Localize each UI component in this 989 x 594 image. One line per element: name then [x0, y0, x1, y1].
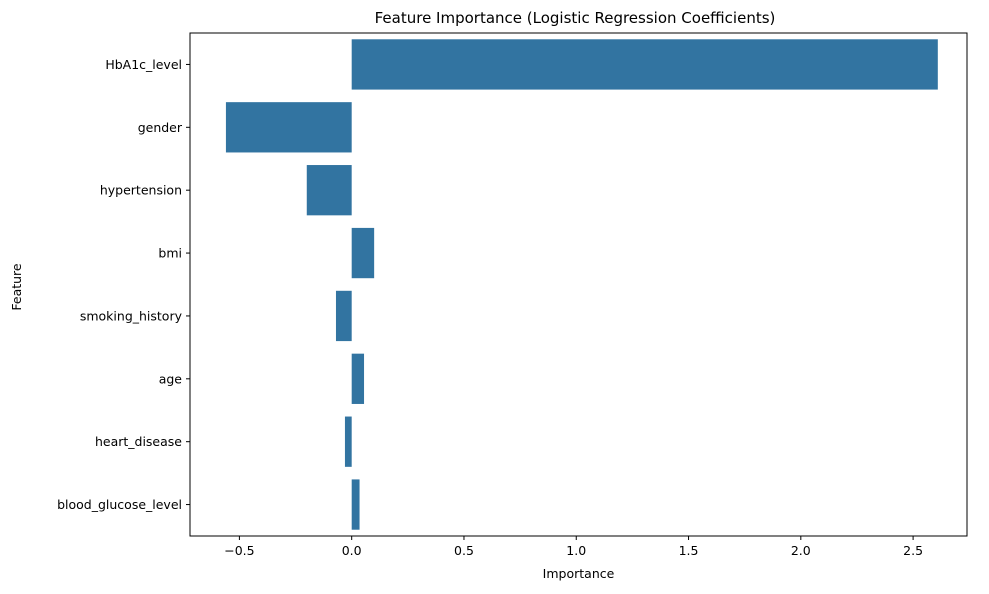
bar-HbA1c-level	[351, 39, 938, 90]
y-tick-label: blood_glucose_level	[57, 497, 182, 512]
x-tick-label: 2.0	[791, 543, 811, 558]
y-tick-label: gender	[138, 120, 183, 135]
bar-hypertension	[306, 165, 352, 216]
y-tick-label: bmi	[158, 246, 182, 261]
x-axis-label: Importance	[543, 566, 615, 581]
x-tick-label: −0.5	[224, 543, 254, 558]
x-tick-label: 1.0	[566, 543, 586, 558]
x-tick-label: 0.0	[342, 543, 362, 558]
bar-bmi	[351, 227, 375, 279]
x-tick-label: 0.5	[454, 543, 474, 558]
bar-age	[351, 353, 365, 404]
chart-title: Feature Importance (Logistic Regression …	[375, 9, 776, 27]
y-tick-label: HbA1c_level	[105, 57, 182, 72]
y-tick-label: smoking_history	[80, 308, 183, 323]
bar-blood-glucose-level	[351, 479, 360, 530]
x-tick-label: 1.5	[679, 543, 699, 558]
y-tick-label: hypertension	[100, 183, 182, 198]
bar-smoking-history	[335, 290, 352, 342]
plot-frame	[189, 32, 968, 537]
x-tick-label: 2.5	[903, 543, 923, 558]
y-tick-label: heart_disease	[95, 434, 182, 449]
y-axis-label: Feature	[9, 263, 24, 311]
axes-layer	[189, 32, 968, 537]
bar-gender	[225, 102, 352, 153]
bars-layer	[225, 39, 938, 530]
y-tick-label: age	[159, 371, 183, 386]
bar-heart-disease	[344, 416, 352, 467]
